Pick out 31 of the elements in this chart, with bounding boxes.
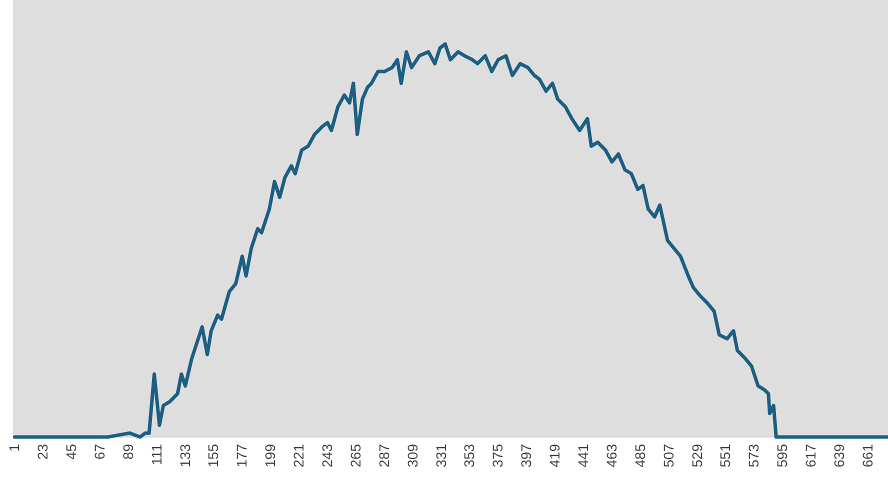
x-tick-label: 529 [688, 444, 705, 468]
x-tick-label: 309 [404, 444, 420, 468]
x-tick-label: 419 [546, 444, 563, 468]
x-tick-label: 155 [205, 444, 222, 468]
x-tick-label: 177 [234, 444, 250, 468]
x-tick-label: 441 [575, 444, 591, 468]
x-tick-label: 573 [746, 444, 762, 468]
x-tick-label: 23 [34, 444, 51, 460]
x-tick-label: 507 [660, 444, 676, 468]
x-tick-label: 243 [319, 444, 336, 468]
x-tick-label: 639 [830, 444, 847, 468]
x-tick-label: 397 [518, 444, 534, 468]
x-tick-label: 89 [120, 444, 136, 460]
x-tick-label: 67 [91, 444, 108, 460]
x-tick-label: 287 [376, 444, 392, 468]
x-tick-label: 485 [632, 444, 648, 468]
x-tick-label: 661 [859, 444, 876, 468]
x-tick-label: 595 [774, 444, 790, 468]
x-tick-label: 551 [717, 444, 734, 468]
x-tick-label: 617 [802, 444, 819, 468]
x-tick-label: 353 [461, 444, 478, 468]
x-tick-label: 111 [148, 444, 164, 466]
x-tick-label: 375 [490, 444, 506, 468]
x-tick-label: 1 [6, 444, 22, 452]
x-tick-label: 221 [290, 444, 307, 468]
x-tick-label: 133 [176, 444, 193, 468]
x-tick-label: 331 [432, 444, 449, 468]
x-tick-label: 199 [262, 444, 278, 468]
x-tick-label: 45 [63, 444, 80, 460]
x-tick-label: 463 [603, 444, 620, 468]
x-tick-label: 265 [347, 444, 364, 468]
